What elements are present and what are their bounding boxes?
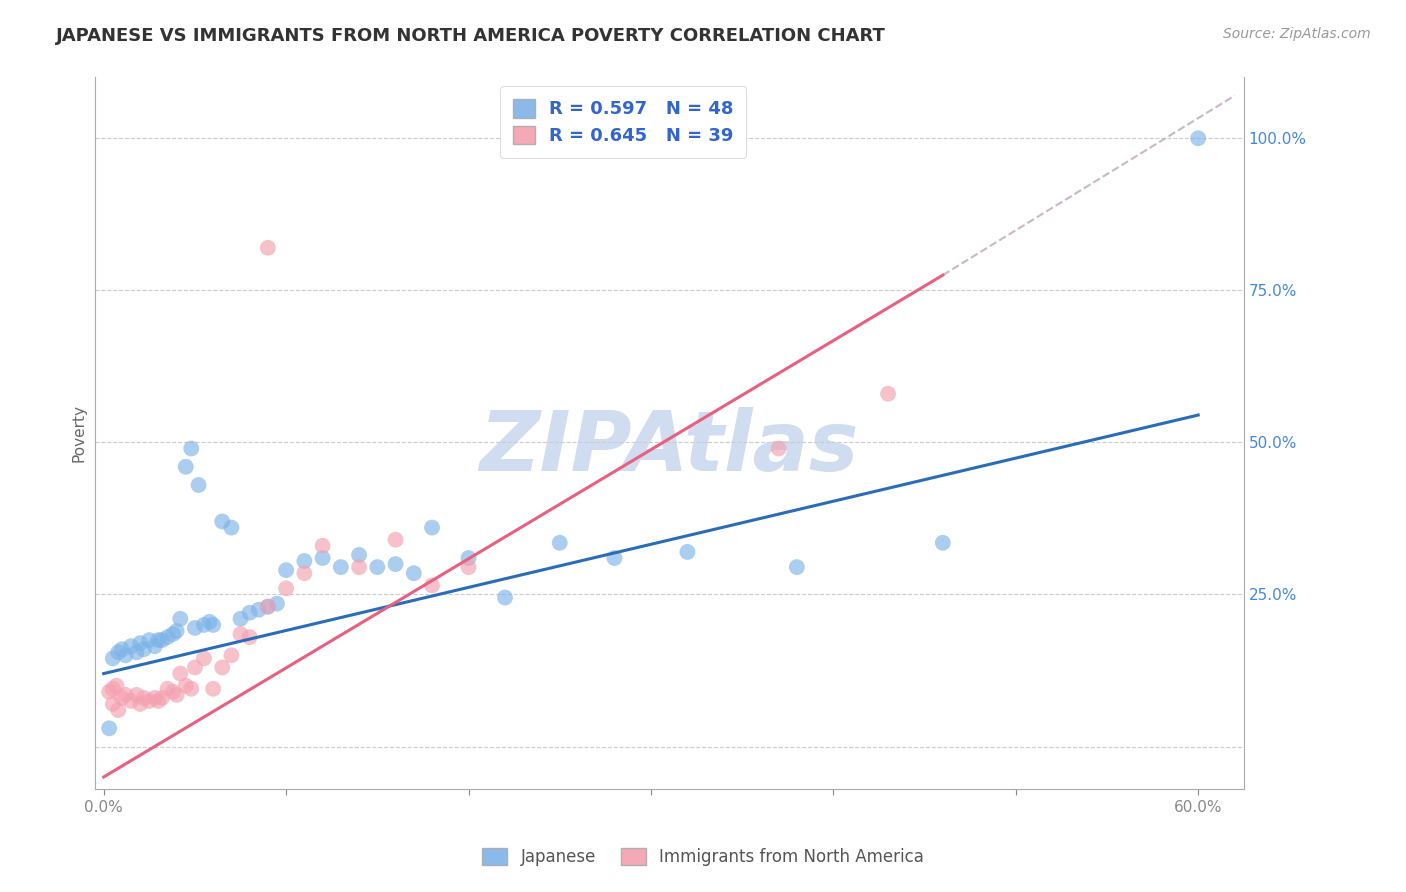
Text: ZIPAtlas: ZIPAtlas xyxy=(479,407,859,488)
Point xyxy=(198,615,221,629)
Point xyxy=(125,688,148,702)
Point xyxy=(111,642,134,657)
Point xyxy=(420,520,443,534)
Point xyxy=(347,560,370,574)
Point xyxy=(292,566,315,581)
Point xyxy=(548,536,571,550)
Point xyxy=(148,694,170,708)
Point xyxy=(174,679,197,693)
Point xyxy=(311,551,333,566)
Point xyxy=(174,459,197,474)
Point xyxy=(257,599,280,614)
Point xyxy=(187,478,209,492)
Point xyxy=(420,578,443,592)
Point xyxy=(229,627,252,641)
Point xyxy=(877,386,900,401)
Point xyxy=(266,597,288,611)
Point xyxy=(166,688,188,702)
Point xyxy=(239,630,262,644)
Point xyxy=(676,545,699,559)
Point xyxy=(120,639,142,653)
Point xyxy=(166,624,188,638)
Point xyxy=(292,554,315,568)
Point xyxy=(193,651,215,665)
Point xyxy=(193,618,215,632)
Point xyxy=(457,551,479,566)
Y-axis label: Poverty: Poverty xyxy=(72,404,86,462)
Point xyxy=(120,694,142,708)
Point xyxy=(148,633,170,648)
Point xyxy=(114,688,136,702)
Point xyxy=(384,533,406,547)
Point xyxy=(156,681,179,696)
Point xyxy=(932,536,955,550)
Point xyxy=(311,539,333,553)
Point xyxy=(239,606,262,620)
Text: Source: ZipAtlas.com: Source: ZipAtlas.com xyxy=(1223,27,1371,41)
Point xyxy=(138,633,160,648)
Point xyxy=(129,697,152,711)
Point xyxy=(768,442,790,456)
Point xyxy=(202,681,225,696)
Point xyxy=(366,560,388,574)
Point xyxy=(384,557,406,571)
Point xyxy=(132,690,155,705)
Point xyxy=(247,603,270,617)
Point xyxy=(105,679,128,693)
Point xyxy=(98,721,121,735)
Point xyxy=(156,630,179,644)
Point xyxy=(101,651,124,665)
Point xyxy=(257,241,280,255)
Point xyxy=(786,560,808,574)
Point xyxy=(211,660,233,674)
Point xyxy=(101,681,124,696)
Point xyxy=(143,639,166,653)
Point xyxy=(180,681,202,696)
Point xyxy=(132,642,155,657)
Point xyxy=(329,560,352,574)
Point xyxy=(107,703,129,717)
Point xyxy=(221,648,243,663)
Point xyxy=(257,599,280,614)
Legend: Japanese, Immigrants from North America: Japanese, Immigrants from North America xyxy=(474,840,932,875)
Point xyxy=(150,690,173,705)
Point xyxy=(107,645,129,659)
Point xyxy=(162,627,184,641)
Point xyxy=(150,633,173,648)
Point xyxy=(138,694,160,708)
Point xyxy=(211,515,233,529)
Point xyxy=(202,618,225,632)
Point xyxy=(221,520,243,534)
Point xyxy=(98,685,121,699)
Point xyxy=(603,551,626,566)
Point xyxy=(101,697,124,711)
Text: JAPANESE VS IMMIGRANTS FROM NORTH AMERICA POVERTY CORRELATION CHART: JAPANESE VS IMMIGRANTS FROM NORTH AMERIC… xyxy=(56,27,886,45)
Point xyxy=(169,612,191,626)
Point xyxy=(143,690,166,705)
Point xyxy=(1187,131,1209,145)
Point xyxy=(125,645,148,659)
Point xyxy=(180,442,202,456)
Point xyxy=(111,690,134,705)
Point xyxy=(274,582,297,596)
Point xyxy=(169,666,191,681)
Point xyxy=(162,685,184,699)
Point xyxy=(114,648,136,663)
Point xyxy=(184,621,207,635)
Point xyxy=(347,548,370,562)
Point xyxy=(184,660,207,674)
Point xyxy=(229,612,252,626)
Point xyxy=(129,636,152,650)
Point xyxy=(457,560,479,574)
Point xyxy=(494,591,516,605)
Point xyxy=(274,563,297,577)
Point xyxy=(402,566,425,581)
Legend: R = 0.597   N = 48, R = 0.645   N = 39: R = 0.597 N = 48, R = 0.645 N = 39 xyxy=(501,87,747,158)
